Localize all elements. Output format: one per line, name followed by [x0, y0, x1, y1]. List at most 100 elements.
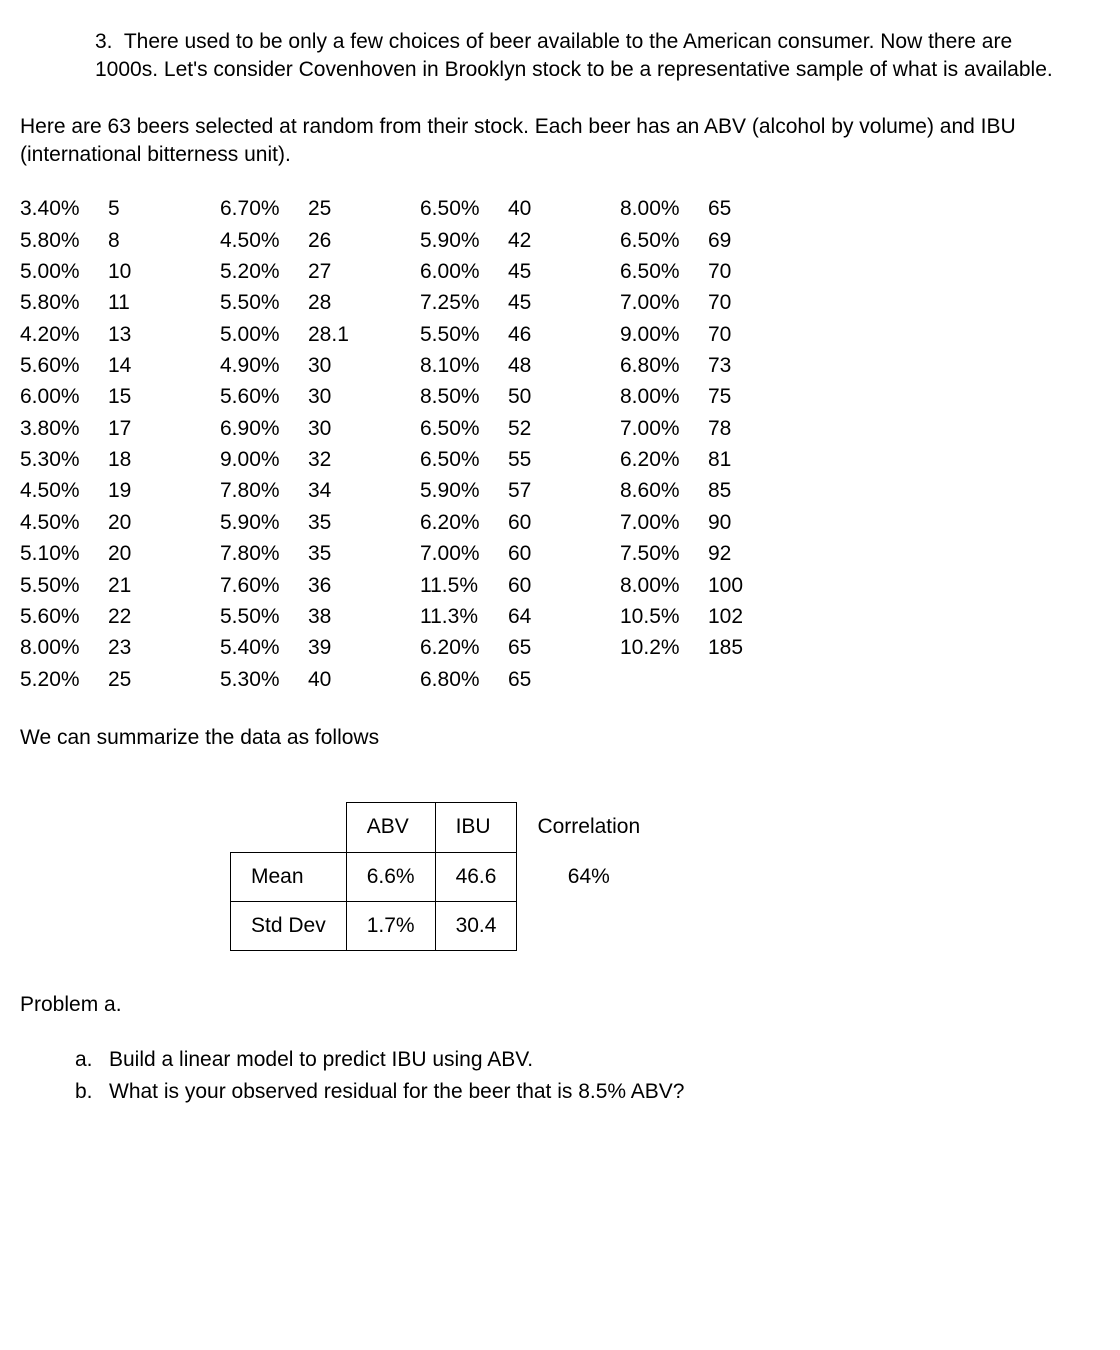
beer-abv: 7.00% [620, 509, 708, 537]
beer-ibu: 28 [308, 289, 368, 317]
summary-header-correlation: Correlation [517, 803, 661, 852]
beer-data-pair: 6.00%45 [420, 258, 620, 286]
summary-header-row: ABV IBU Correlation [231, 803, 661, 852]
beer-abv: 4.20% [20, 321, 108, 349]
beer-abv: 4.50% [20, 509, 108, 537]
beer-abv: 7.60% [220, 572, 308, 600]
beer-abv: 3.40% [20, 195, 108, 223]
beer-data-pair: 5.00%10 [20, 258, 220, 286]
beer-data-pair: 5.50%46 [420, 321, 620, 349]
beer-ibu: 81 [708, 446, 768, 474]
beer-abv: 9.00% [620, 321, 708, 349]
beer-data-pair: 4.90%30 [220, 352, 420, 380]
subq-text-a: Build a linear model to predict IBU usin… [109, 1046, 533, 1074]
beer-abv: 6.20% [620, 446, 708, 474]
beer-abv: 6.50% [420, 415, 508, 443]
question-number: 3. [95, 30, 113, 53]
beer-abv: 5.50% [420, 321, 508, 349]
beer-data-pair: 7.00%70 [620, 289, 820, 317]
beer-ibu: 20 [108, 540, 168, 568]
beer-abv: 6.50% [620, 227, 708, 255]
beer-data-pair: 7.50%92 [620, 540, 820, 568]
beer-data-pair: 6.20%65 [420, 634, 620, 662]
beer-ibu: 52 [508, 415, 568, 443]
beer-abv: 6.00% [20, 383, 108, 411]
beer-data-pair: 8.60%85 [620, 477, 820, 505]
beer-ibu: 17 [108, 415, 168, 443]
beer-abv: 8.00% [620, 383, 708, 411]
beer-ibu: 27 [308, 258, 368, 286]
beer-data-pair: 6.70%25 [220, 195, 420, 223]
beer-abv: 6.50% [620, 258, 708, 286]
beer-data-pair: 5.60%22 [20, 603, 220, 631]
beer-abv: 5.40% [220, 634, 308, 662]
beer-abv: 5.60% [220, 383, 308, 411]
beer-abv: 5.80% [20, 289, 108, 317]
beer-abv: 5.90% [420, 227, 508, 255]
beer-abv: 5.30% [20, 446, 108, 474]
beer-data-pair: 6.80%73 [620, 352, 820, 380]
beer-data-pair: 6.00%15 [20, 383, 220, 411]
beer-ibu: 75 [708, 383, 768, 411]
beer-abv: 6.70% [220, 195, 308, 223]
summary-row-mean: Mean 6.6% 46.6 64% [231, 852, 661, 901]
beer-data-pair: 6.50%55 [420, 446, 620, 474]
beer-data-pair: 11.3%64 [420, 603, 620, 631]
summary-intro-line: We can summarize the data as follows [20, 724, 1100, 752]
beer-data-pair: 6.50%70 [620, 258, 820, 286]
beer-abv: 6.20% [420, 634, 508, 662]
question-intro: 3. There used to be only a few choices o… [95, 28, 1070, 85]
beer-data-pair: 7.60%36 [220, 572, 420, 600]
beer-data-pair: 5.50%28 [220, 289, 420, 317]
beer-ibu: 26 [308, 227, 368, 255]
beer-data-pair: 7.80%35 [220, 540, 420, 568]
beer-ibu: 25 [108, 666, 168, 694]
intro-paragraph-1: There used to be only a few choices of b… [95, 30, 1053, 81]
beer-data-pair: 7.00%78 [620, 415, 820, 443]
beer-ibu: 10 [108, 258, 168, 286]
summary-mean-ibu: 46.6 [435, 852, 517, 901]
beer-data-pair: 7.00%60 [420, 540, 620, 568]
summary-stddev-ibu: 30.4 [435, 901, 517, 950]
beer-abv: 5.10% [20, 540, 108, 568]
beer-data-pair: 6.90%30 [220, 415, 420, 443]
beer-ibu: 70 [708, 289, 768, 317]
beer-ibu: 100 [708, 572, 768, 600]
beer-ibu: 35 [308, 540, 368, 568]
beer-ibu: 65 [708, 195, 768, 223]
beer-abv: 7.00% [420, 540, 508, 568]
summary-correlation-value: 64% [517, 852, 661, 901]
beer-abv: 5.60% [20, 603, 108, 631]
beer-abv: 6.20% [420, 509, 508, 537]
beer-ibu: 30 [308, 415, 368, 443]
beer-ibu: 70 [708, 258, 768, 286]
beer-ibu: 60 [508, 540, 568, 568]
beer-ibu: 20 [108, 509, 168, 537]
beer-data-pair: 8.50%50 [420, 383, 620, 411]
beer-data-pair: 8.00%100 [620, 572, 820, 600]
beer-data-pair: 5.80%8 [20, 227, 220, 255]
beer-data-pair: 5.20%25 [20, 666, 220, 694]
beer-ibu: 48 [508, 352, 568, 380]
beer-ibu: 46 [508, 321, 568, 349]
beer-ibu: 39 [308, 634, 368, 662]
summary-mean-abv: 6.6% [346, 852, 435, 901]
beer-ibu: 30 [308, 383, 368, 411]
summary-header-ibu: IBU [435, 803, 517, 852]
beer-abv: 5.90% [420, 477, 508, 505]
beer-ibu: 21 [108, 572, 168, 600]
beer-ibu: 36 [308, 572, 368, 600]
beer-ibu: 65 [508, 634, 568, 662]
beer-data-pair: 7.80%34 [220, 477, 420, 505]
beer-ibu: 35 [308, 509, 368, 537]
beer-ibu: 85 [708, 477, 768, 505]
beer-ibu: 30 [308, 352, 368, 380]
beer-ibu: 65 [508, 666, 568, 694]
subquestion-b: b. What is your observed residual for th… [75, 1078, 1100, 1106]
beer-abv: 7.50% [620, 540, 708, 568]
subquestion-a: a. Build a linear model to predict IBU u… [75, 1046, 1100, 1074]
beer-abv: 3.80% [20, 415, 108, 443]
beer-data-pair: 3.80%17 [20, 415, 220, 443]
beer-abv: 4.90% [220, 352, 308, 380]
beer-ibu: 14 [108, 352, 168, 380]
